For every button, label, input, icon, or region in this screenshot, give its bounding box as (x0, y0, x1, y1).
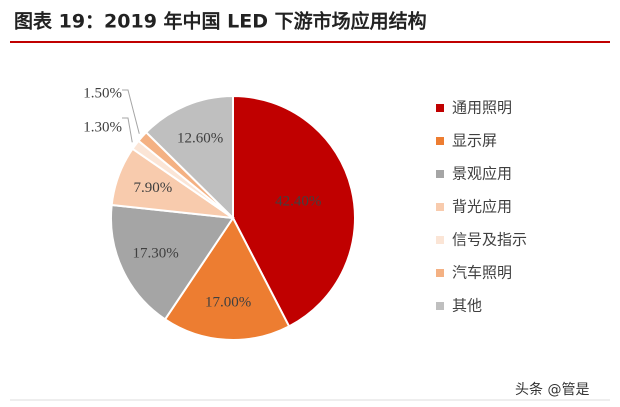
data-label: 17.30% (132, 246, 178, 262)
chart-title: 图表 19：2019 年中国 LED 下游市场应用结构 (14, 10, 427, 33)
legend-swatch (436, 203, 444, 211)
legend-swatch (436, 269, 444, 277)
data-label: 12.60% (177, 131, 223, 147)
legend-label: 通用照明 (452, 99, 512, 117)
legend-label: 显示屏 (452, 132, 497, 150)
legend-swatch (436, 302, 444, 310)
data-label: 17.00% (205, 295, 251, 311)
legend-swatch (436, 236, 444, 244)
pie-slice (232, 94, 356, 328)
legend-label: 景观应用 (452, 165, 512, 183)
legend-swatch (436, 170, 444, 178)
pie-slice (110, 203, 235, 321)
data-label: 1.50% (83, 85, 122, 101)
data-label: 42.40% (275, 194, 321, 210)
pie-slice (163, 216, 291, 341)
legend-label: 背光应用 (452, 198, 512, 216)
data-label: 7.90% (134, 180, 173, 196)
watermark: 头条 @管是 (515, 381, 589, 398)
pie-slice (144, 94, 234, 221)
leader-line (122, 89, 140, 134)
legend-label: 其他 (452, 297, 482, 315)
leader-line (122, 117, 133, 143)
legend-swatch (436, 137, 444, 145)
legend-label: 信号及指示 (452, 231, 527, 249)
legend-label: 汽车照明 (452, 264, 512, 282)
legend-swatch (436, 104, 444, 112)
data-label: 1.30% (83, 119, 122, 135)
